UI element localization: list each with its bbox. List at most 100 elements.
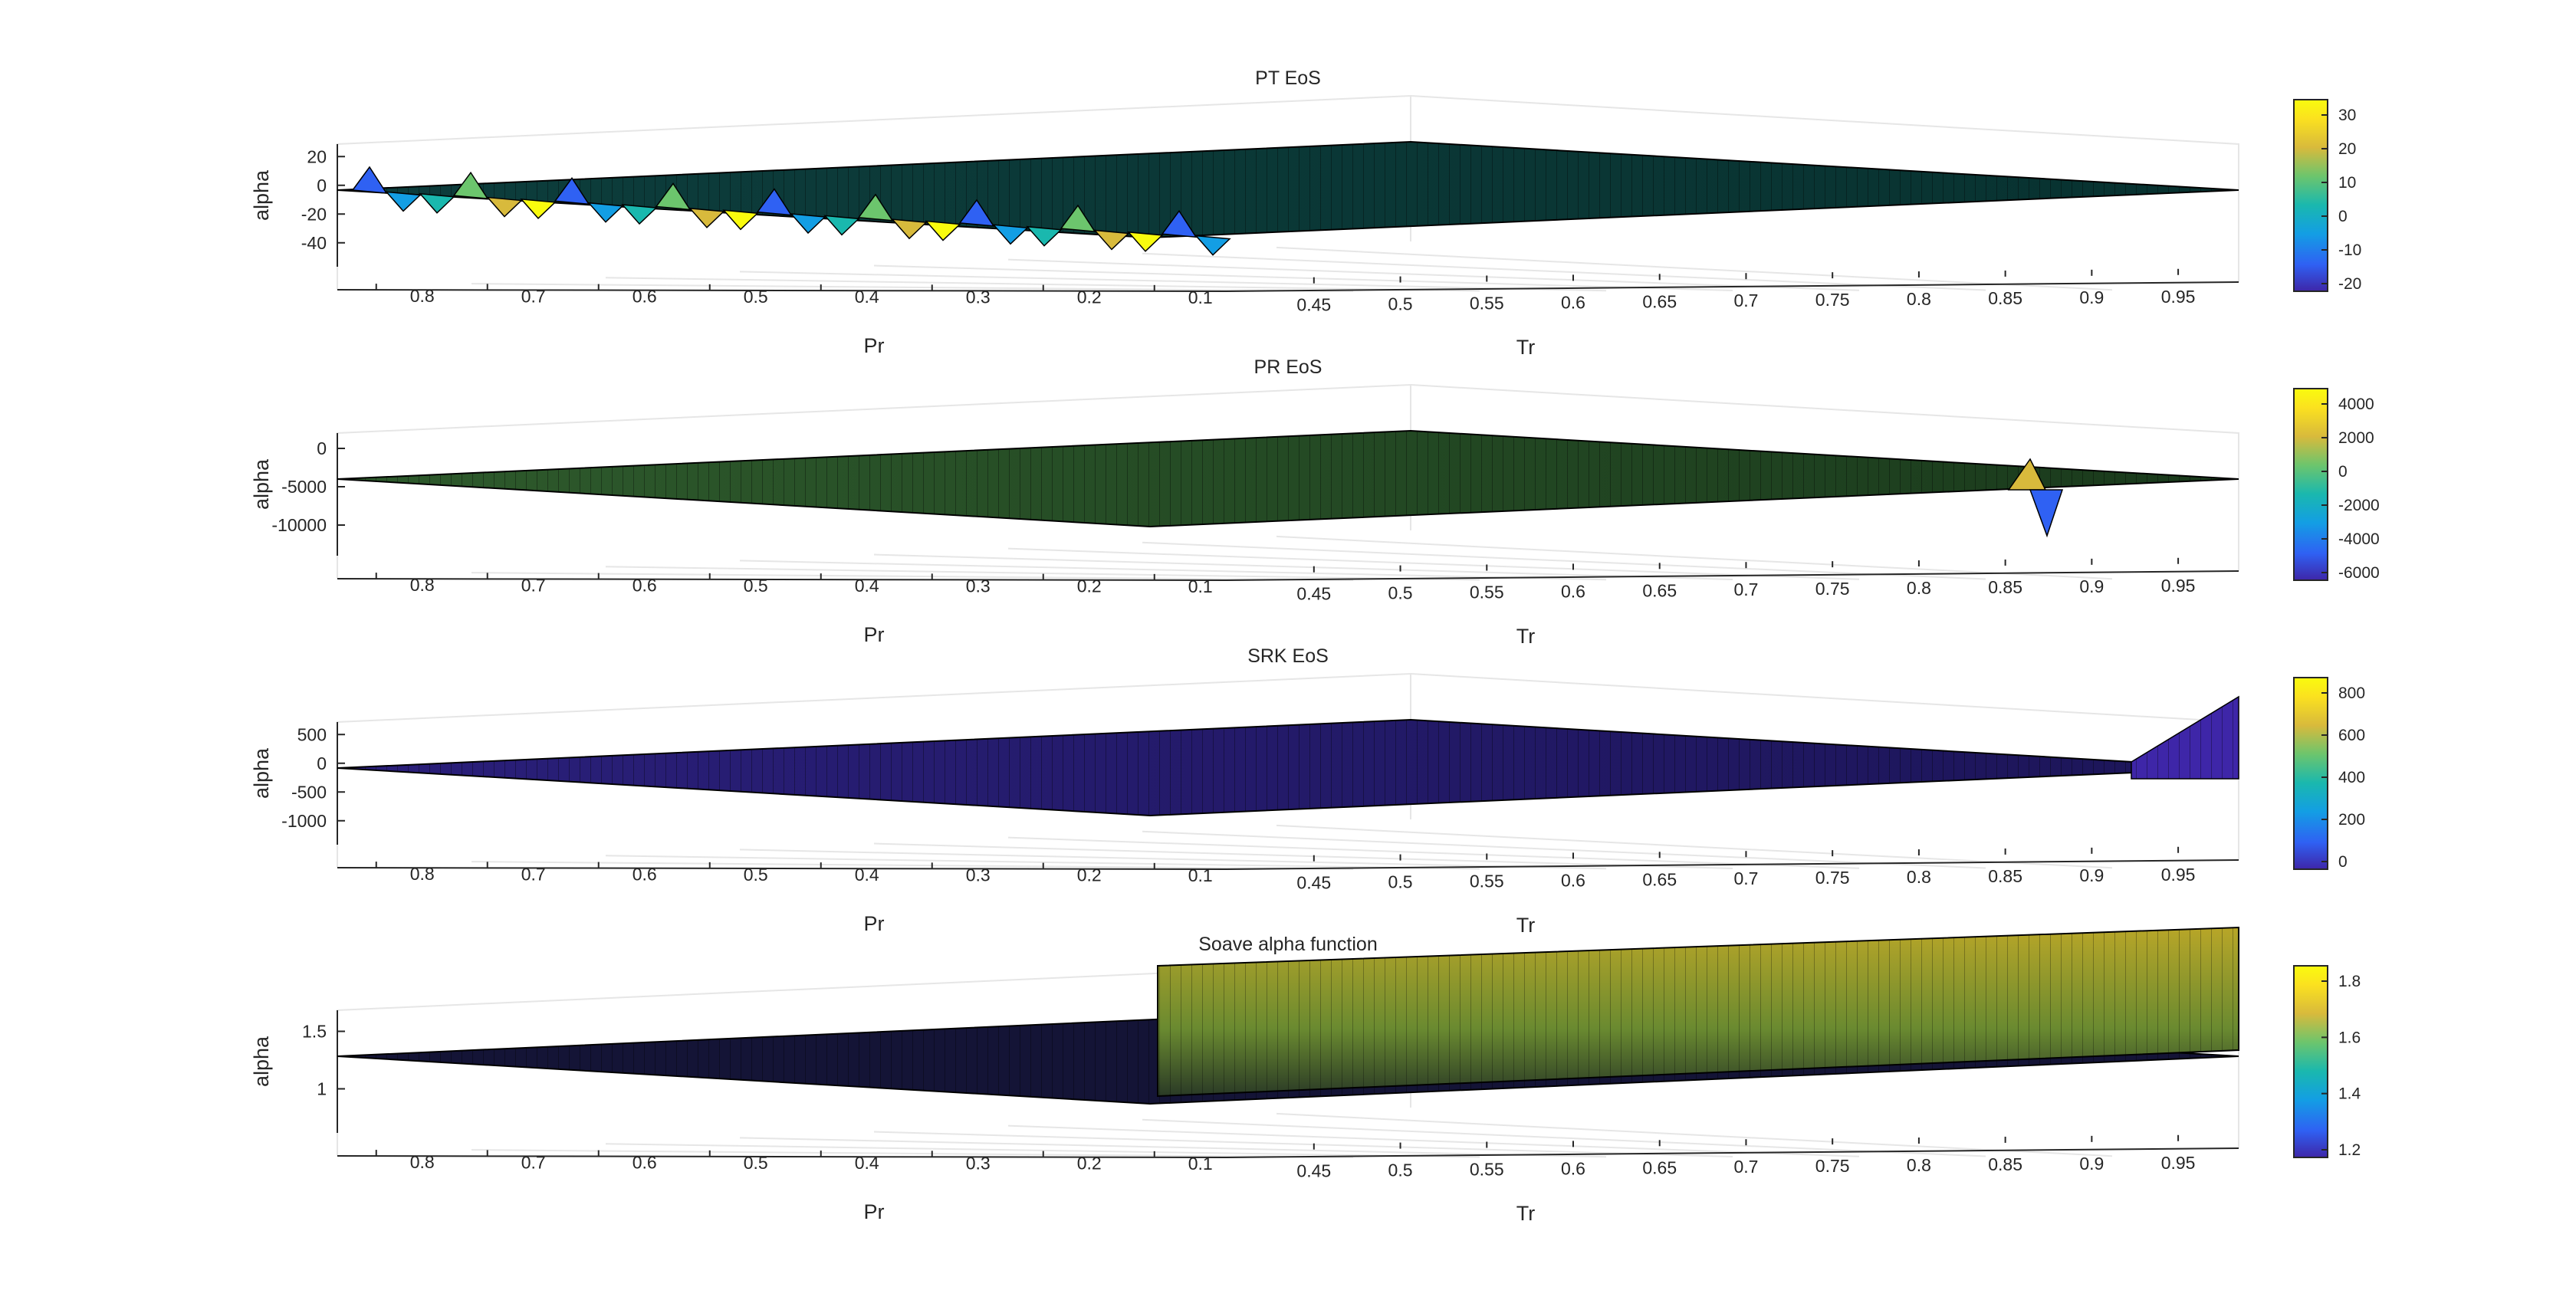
grid-line xyxy=(605,1143,1480,1158)
surface-spike xyxy=(823,215,860,236)
z-tick-label: 0 xyxy=(317,753,327,773)
tr-tick-label: 0.6 xyxy=(1561,292,1585,312)
tr-tick-label: 0.75 xyxy=(1815,1156,1850,1176)
surface-spike xyxy=(520,199,557,220)
tr-tick-label: 0.7 xyxy=(1733,579,1758,599)
grid-line xyxy=(471,861,1354,870)
surface xyxy=(337,926,2239,1105)
axes-lines xyxy=(337,722,2239,870)
pr-tick-label: 0.4 xyxy=(855,287,879,307)
pr-tick-label: 0.3 xyxy=(966,576,991,596)
tr-axis-label: Tr xyxy=(1516,1202,1535,1225)
pr-axis xyxy=(337,289,1227,292)
colorbar xyxy=(2293,965,2328,1158)
pr-tick-label: 0.1 xyxy=(1188,1154,1213,1174)
grid-line xyxy=(873,1131,1733,1157)
panel-title: Soave alpha function xyxy=(1198,934,1378,955)
colorbar-tick-label: 2000 xyxy=(2338,429,2374,447)
grid-line xyxy=(1276,246,2113,291)
pr-tick-label: 0.2 xyxy=(1077,576,1102,596)
tr-tick-label: 0.75 xyxy=(1815,290,1850,310)
surface-spike xyxy=(621,204,658,225)
surface-spike xyxy=(1093,229,1130,251)
pr-tick-label: 0.3 xyxy=(966,287,991,307)
surface-mesh xyxy=(337,720,2239,816)
surface-mesh xyxy=(337,142,2239,238)
tr-tick-label: 0.9 xyxy=(2079,865,2104,885)
tr-tick-label: 0.65 xyxy=(1642,580,1677,600)
tr-tick-label: 0.75 xyxy=(1815,868,1850,888)
tr-axis-label: Tr xyxy=(1516,914,1535,937)
tr-axis-label: Tr xyxy=(1516,625,1535,648)
surface-spike xyxy=(486,196,523,218)
surface-spike xyxy=(891,218,928,240)
tr-tick-label: 0.95 xyxy=(2161,576,2196,596)
tr-axis xyxy=(1226,859,2239,870)
tr-tick-label: 0.45 xyxy=(1296,873,1331,893)
pr-tick-label: 0.7 xyxy=(521,864,546,884)
pr-axis xyxy=(337,1155,1227,1158)
grid-line xyxy=(605,277,1480,292)
tr-tick-label: 0.55 xyxy=(1470,293,1504,313)
surface-mesh xyxy=(337,431,2239,527)
tr-tick-label: 0.8 xyxy=(1907,289,1931,309)
z-tick-label: -5000 xyxy=(281,477,327,497)
tr-axis xyxy=(1226,1147,2239,1158)
tr-tick-label: 0.65 xyxy=(1642,869,1677,889)
grid-line xyxy=(739,849,1607,870)
tr-tick-label: 0.9 xyxy=(2079,287,2104,307)
z-tick-label: 1 xyxy=(317,1079,327,1099)
z-tick-label: 1.5 xyxy=(302,1022,327,1042)
tr-tick-label: 0.6 xyxy=(1561,870,1585,890)
grid-line xyxy=(1276,1112,2113,1157)
pr-tick-label: 0.5 xyxy=(744,576,768,596)
surface-mesh xyxy=(2131,697,2239,779)
tr-tick-label: 0.6 xyxy=(1561,1158,1585,1178)
grid-line xyxy=(739,1137,1607,1158)
colorbar-tick-label: 1.2 xyxy=(2338,1141,2361,1159)
grid-line xyxy=(471,283,1354,292)
tr-tick-label: 0.9 xyxy=(2079,1154,2104,1174)
tr-tick-label: 0.8 xyxy=(1907,1155,1931,1175)
panel-4: Soave alpha function 0.8 0.7 0.6 0.5 0.4 0.3 0.… xyxy=(250,926,2361,1225)
colorbar-tick-label: 30 xyxy=(2338,107,2356,124)
colorbar-tick-label: 1.6 xyxy=(2338,1029,2361,1046)
z-tick-label: -20 xyxy=(301,204,327,224)
surface-spike xyxy=(419,192,455,214)
grid-line xyxy=(1142,1118,1986,1157)
surface-mesh xyxy=(1158,927,2239,1096)
colorbar-tick-label: -10 xyxy=(2338,241,2361,259)
tr-axis xyxy=(1226,570,2239,581)
colorbar-tick-label: -2000 xyxy=(2338,497,2380,514)
surface-spike xyxy=(722,209,759,231)
colorbar-tick-label: 20 xyxy=(2338,140,2356,158)
surface-spike xyxy=(2029,489,2064,538)
pr-tick-label: 0.8 xyxy=(410,1152,435,1172)
colorbar-tick-label: 400 xyxy=(2338,769,2365,786)
pr-tick-label: 0.6 xyxy=(632,287,657,307)
grid-line xyxy=(1007,547,1860,580)
surface-spike xyxy=(857,193,894,222)
z-tick-label: 500 xyxy=(297,724,327,744)
grid-line xyxy=(1007,258,1860,291)
tr-tick-label: 0.55 xyxy=(1470,582,1504,602)
tr-tick-label: 0.7 xyxy=(1733,291,1758,310)
colorbar-tick-label: 0 xyxy=(2338,853,2348,871)
surface-spike xyxy=(925,220,961,241)
grid-line xyxy=(471,1149,1354,1158)
surface-spike xyxy=(1060,204,1096,232)
grid-line xyxy=(1142,252,1986,291)
panel-title: PR EoS xyxy=(1254,356,1322,378)
tr-tick-label: 0.55 xyxy=(1470,871,1504,891)
z-tick-label: -40 xyxy=(301,233,327,253)
surface-spike xyxy=(790,213,826,235)
tr-tick-label: 0.5 xyxy=(1388,1160,1413,1180)
pr-axis-label: Pr xyxy=(864,623,885,646)
tr-axis xyxy=(1226,281,2239,292)
surface xyxy=(337,695,2239,817)
z-tick-label: 0 xyxy=(317,176,327,195)
pr-tick-label: 0.8 xyxy=(410,286,435,306)
pr-tick-label: 0.7 xyxy=(521,286,546,306)
surface-spike xyxy=(756,188,793,216)
pr-tick-label: 0.8 xyxy=(410,864,435,884)
